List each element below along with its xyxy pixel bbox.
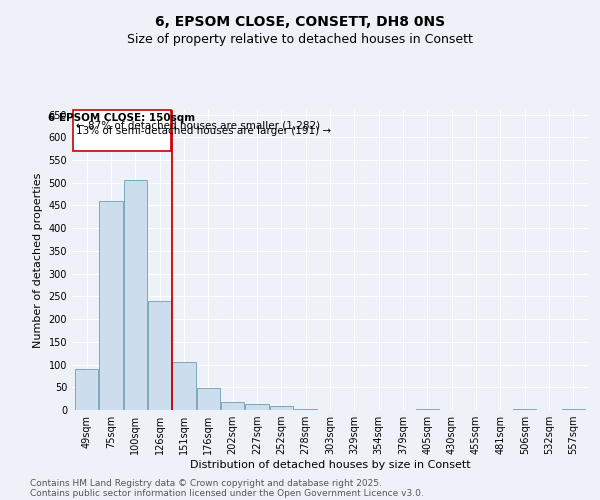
Bar	[197, 388, 220, 410]
Bar	[562, 408, 585, 410]
Bar	[73, 110, 170, 151]
X-axis label: Distribution of detached houses by size in Consett: Distribution of detached houses by size …	[190, 460, 470, 470]
Text: 13% of semi-detached houses are larger (191) →: 13% of semi-detached houses are larger (…	[76, 126, 331, 136]
Text: Contains public sector information licensed under the Open Government Licence v3: Contains public sector information licen…	[30, 488, 424, 498]
Bar	[513, 408, 536, 410]
Bar	[245, 404, 269, 410]
Bar	[416, 408, 439, 410]
Text: 6 EPSOM CLOSE: 150sqm: 6 EPSOM CLOSE: 150sqm	[49, 112, 196, 122]
Bar	[172, 362, 196, 410]
Bar	[124, 180, 147, 410]
Bar	[100, 201, 122, 410]
Text: Contains HM Land Registry data © Crown copyright and database right 2025.: Contains HM Land Registry data © Crown c…	[30, 478, 382, 488]
Text: Size of property relative to detached houses in Consett: Size of property relative to detached ho…	[127, 32, 473, 46]
Bar	[75, 369, 98, 410]
Bar	[270, 406, 293, 410]
Text: ← 87% of detached houses are smaller (1,282): ← 87% of detached houses are smaller (1,…	[76, 120, 320, 130]
Text: 6, EPSOM CLOSE, CONSETT, DH8 0NS: 6, EPSOM CLOSE, CONSETT, DH8 0NS	[155, 15, 445, 29]
Y-axis label: Number of detached properties: Number of detached properties	[33, 172, 43, 348]
Bar	[221, 402, 244, 410]
Bar	[148, 301, 171, 410]
Bar	[294, 408, 317, 410]
